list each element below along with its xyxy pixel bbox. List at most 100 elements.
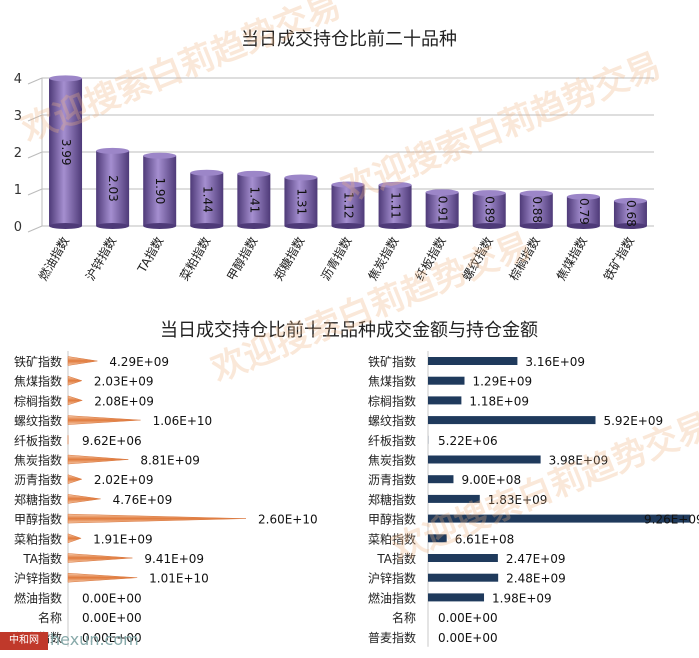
bar-base [237, 223, 271, 229]
category-label: 沪锌指数 [368, 571, 416, 586]
category-label: 甲醇指数 [368, 512, 416, 527]
bar [428, 455, 541, 464]
bar [96, 150, 130, 226]
data-label: 2.48E+09 [506, 572, 566, 586]
category-label: 郑糖指数 [368, 492, 416, 507]
bar [428, 396, 462, 405]
x-tick-label: 纤板指数 [412, 234, 449, 283]
x-tick-label: 燃油指数 [35, 234, 72, 283]
bar-cap [613, 197, 647, 204]
bar [67, 572, 138, 583]
data-label: 9.62E+06 [82, 434, 142, 448]
bar-base [566, 223, 600, 229]
data-label: 2.60E+10 [258, 513, 318, 527]
data-label: 0.88 [530, 196, 544, 223]
category-label: TA指数 [22, 551, 62, 566]
category-label: 沥青指数 [368, 472, 416, 487]
bar [67, 533, 82, 544]
bar [428, 554, 498, 562]
category-label: 甲醇指数 [14, 512, 62, 527]
data-label: 1.06E+10 [153, 414, 213, 428]
bar-cap [519, 190, 553, 197]
data-label: 2.47E+09 [506, 552, 566, 566]
x-tick-label: 铁矿指数 [600, 234, 637, 283]
category-label: 铁矿指数 [368, 354, 416, 369]
data-label: 8.81E+09 [140, 454, 200, 468]
data-label: 9.26E+09 [644, 513, 699, 527]
bar [49, 78, 83, 227]
data-label: 1.11 [389, 192, 403, 219]
bar-base [331, 223, 365, 229]
category-label: 沪锌指数 [14, 571, 62, 586]
bar [472, 193, 506, 226]
bar-cap [96, 147, 130, 154]
x-tick-label: 棕榈指数 [506, 234, 543, 283]
x-tick-label: 焦炭指数 [365, 234, 402, 283]
category-label: 焦炭指数 [368, 453, 416, 468]
y-tick-label: 1 [14, 183, 22, 198]
bar [143, 155, 177, 226]
bar [67, 454, 129, 465]
bar [67, 415, 141, 425]
bar [428, 376, 465, 385]
category-label: 焦炭指数 [14, 453, 62, 468]
x-tick-label: 甲醇指数 [223, 234, 260, 283]
bar [67, 375, 83, 386]
bar-cap [190, 169, 224, 176]
site-logo: 中和网 [0, 632, 48, 650]
category-label: 普麦指数 [368, 630, 416, 645]
site-text: hexun.com [50, 630, 139, 649]
bar [428, 534, 447, 543]
bar [428, 514, 690, 523]
bar [67, 395, 84, 406]
bar-base [425, 223, 459, 229]
data-label: 0.00E+00 [82, 611, 142, 625]
data-label: 1.01E+10 [149, 572, 209, 586]
data-label: 2.03E+09 [94, 375, 154, 389]
bar-cap [566, 193, 600, 200]
gridline-depth [27, 114, 43, 122]
data-label: 3.98E+09 [549, 454, 609, 468]
data-label: 1.31 [294, 188, 308, 215]
category-label: 螺纹指数 [14, 413, 62, 428]
x-tick-label: 沪锌指数 [82, 234, 119, 283]
bar [428, 593, 485, 602]
data-label: 0.00E+00 [438, 611, 498, 625]
bar-base [378, 223, 412, 229]
data-label: 0.00E+00 [82, 591, 142, 605]
bar-base [519, 223, 553, 229]
bar [428, 475, 454, 484]
data-label: 2.08E+09 [94, 394, 154, 408]
bar-cap [425, 189, 459, 196]
bar [428, 573, 499, 582]
gridline-depth [27, 225, 43, 233]
bar [284, 177, 318, 226]
bar-cap [378, 181, 412, 188]
data-label: 0.68 [624, 200, 638, 227]
bar [67, 513, 247, 524]
chart-title: 当日成交持仓比前十五品种成交金额与持仓金额 [160, 320, 538, 341]
bar [613, 200, 647, 226]
category-label: TA指数 [376, 551, 416, 566]
data-label: 9.41E+09 [144, 552, 204, 566]
data-label: 0.00E+00 [82, 631, 142, 645]
category-label: 名称 [392, 610, 416, 625]
category-label: 铁矿指数 [14, 354, 62, 369]
bar [428, 357, 518, 365]
data-label: 3.99 [59, 139, 73, 166]
category-label: 燃油指数 [14, 590, 62, 605]
category-label: 名称 [38, 610, 62, 625]
gridline-depth [27, 151, 43, 159]
bar [425, 192, 459, 226]
bar [67, 494, 101, 504]
data-label: 4.76E+09 [113, 493, 173, 507]
category-label: 棕榈指数 [14, 393, 62, 408]
y-tick-label: 2 [14, 146, 22, 161]
category-label: 燃油指数 [368, 590, 416, 605]
x-tick-label: 菜粕指数 [176, 234, 213, 283]
bar-cap [237, 170, 271, 177]
data-label: 4.29E+09 [109, 355, 169, 369]
bar [331, 184, 365, 226]
data-label: 1.83E+09 [488, 493, 548, 507]
